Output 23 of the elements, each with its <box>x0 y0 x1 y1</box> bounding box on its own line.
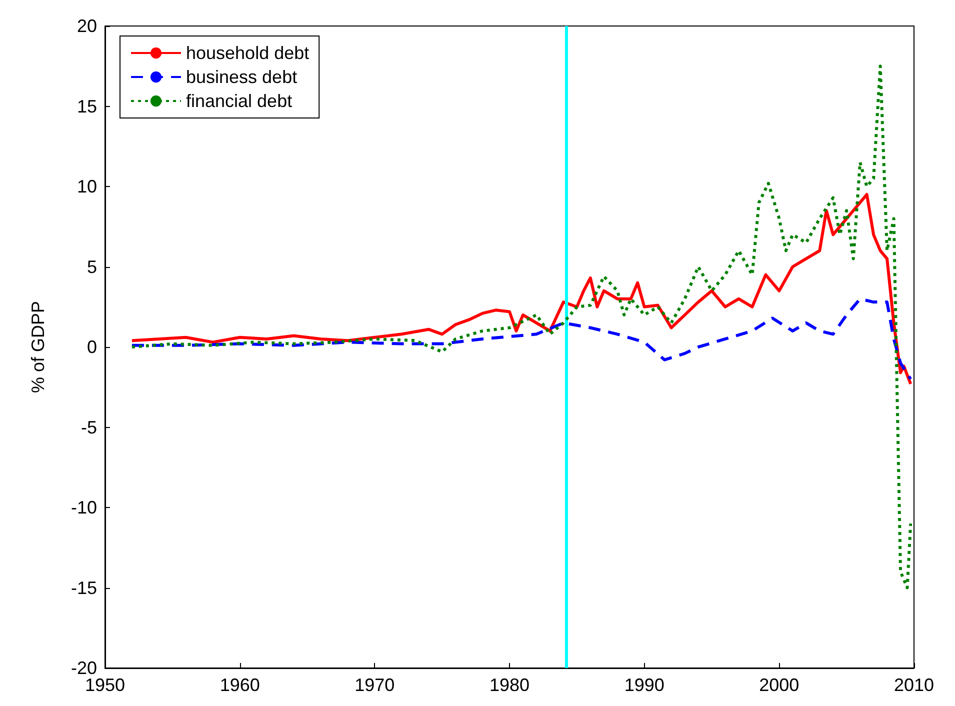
y-tick-label: -20 <box>70 658 97 678</box>
line-series <box>130 297 912 381</box>
x-tick-label: 1980 <box>489 675 530 695</box>
y-tick-label: 0 <box>86 337 97 357</box>
line-series <box>130 193 912 386</box>
x-tick-label: 1950 <box>84 675 126 695</box>
legend-label: business debt <box>186 67 298 87</box>
y-tick-label: 5 <box>86 256 97 277</box>
y-tick-label: -5 <box>80 417 97 438</box>
legend-label: financial debt <box>186 91 292 111</box>
y-tick-label: 15 <box>76 96 97 116</box>
legend-label: household debt <box>186 43 310 63</box>
x-tick-label: 1970 <box>354 675 395 695</box>
x-tick-label: 1990 <box>624 675 664 695</box>
x-tick-label: 2010 <box>894 675 934 695</box>
y-tick-label: -15 <box>70 578 97 598</box>
y-tick-label: 20 <box>76 16 97 36</box>
line-series <box>130 64 912 590</box>
y-axis-title: % of GDPP <box>28 300 48 394</box>
x-tick-label: 1960 <box>220 675 260 695</box>
y-tick-label: -10 <box>70 498 97 518</box>
y-tick-label: 10 <box>76 176 97 196</box>
x-tick-label: 2000 <box>759 675 800 695</box>
